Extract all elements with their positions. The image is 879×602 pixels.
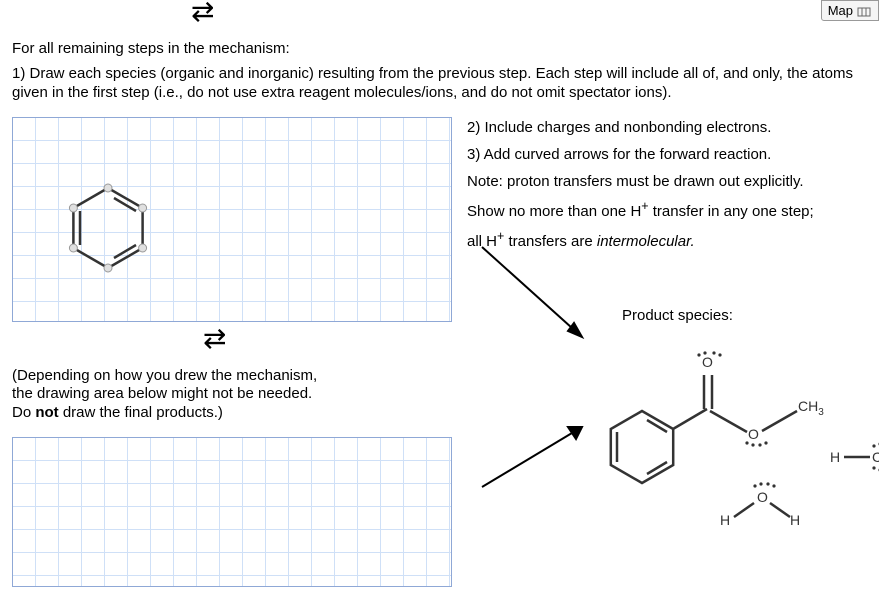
reaction-arrow-2 <box>472 417 602 497</box>
map-button-label: Map <box>828 3 853 18</box>
equilibrium-arrows-top: ⇅ <box>185 0 219 23</box>
note-line1: Note: proton transfers must be drawn out… <box>467 171 879 192</box>
product-species-label: Product species: <box>622 307 733 324</box>
product-structure: O O CH3 O H H H Cl <box>592 327 879 547</box>
svg-text:O: O <box>757 489 768 505</box>
svg-text:O: O <box>748 426 759 442</box>
map-icon <box>856 4 872 18</box>
step2-text: 2) Include charges and nonbonding electr… <box>467 117 879 138</box>
svg-text:Cl: Cl <box>872 449 879 465</box>
svg-text:O: O <box>702 354 713 370</box>
intro-text: For all remaining steps in the mechanism… <box>12 40 867 57</box>
svg-text:H: H <box>790 512 800 528</box>
svg-text:H: H <box>830 449 840 465</box>
svg-text:CH3: CH3 <box>798 398 824 418</box>
map-button[interactable]: Map <box>821 0 879 21</box>
drawing-area-1[interactable] <box>12 117 452 322</box>
drawing-area-2[interactable] <box>12 437 452 587</box>
mid-note: (Depending on how you drew the mechanism… <box>12 367 452 423</box>
equilibrium-arrows-mid: ⇅ <box>197 327 231 350</box>
svg-text:H: H <box>720 512 730 528</box>
reaction-arrow-1 <box>472 237 602 357</box>
note-line2: Show no more than one H+ transfer in any… <box>467 198 879 222</box>
benzene-ring <box>69 184 146 272</box>
step1-text: 1) Draw each species (organic and inorga… <box>12 65 867 103</box>
step3-text: 3) Add curved arrows for the forward rea… <box>467 144 879 165</box>
